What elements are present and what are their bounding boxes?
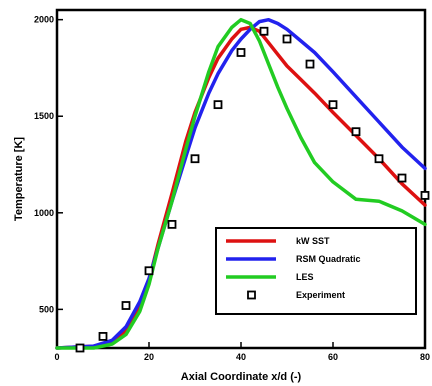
legend-swatch-experiment: [247, 290, 256, 300]
series-lines: [55, 17, 427, 350]
x-tick-label: 20: [144, 352, 154, 362]
experiment-point: [259, 26, 269, 36]
experiment-point: [144, 266, 154, 276]
experiment-point: [190, 154, 200, 164]
experiment-point: [374, 154, 384, 164]
experiment-point: [328, 100, 338, 110]
experiment-point: [121, 301, 131, 310]
experiment-point: [351, 127, 361, 137]
axis-ticks: [56, 18, 426, 348]
legend-label-les: LES: [296, 272, 314, 282]
experiment-point: [236, 48, 246, 57]
x-tick-label: 80: [420, 352, 430, 362]
experiment-point: [98, 332, 108, 341]
legend-label-experiment: Experiment: [296, 290, 345, 300]
experiment-markers: [75, 26, 430, 353]
y-tick-label: 2000: [34, 15, 54, 25]
tick-labels: 0 20 40 60 80 500 1000 1500 2000: [34, 15, 430, 362]
experiment-point: [305, 59, 315, 69]
x-tick-label: 60: [328, 352, 338, 362]
x-tick-label: 40: [236, 352, 246, 362]
y-tick-label: 1000: [34, 208, 54, 218]
legend-label-rsm-quadratic: RSM Quadratic: [296, 254, 361, 264]
x-axis-title: Axial Coordinate x/d (-): [181, 371, 302, 383]
x-tick-label: 0: [54, 352, 59, 362]
y-axis-title: Temperature [K]: [13, 137, 25, 221]
series-line-les: [55, 17, 427, 350]
experiment-point: [420, 191, 430, 200]
series-line-rsm-quadratic: [55, 17, 427, 350]
legend-label-kw-sst: kW SST: [296, 236, 330, 246]
experiment-point: [213, 100, 223, 110]
y-tick-label: 1500: [34, 111, 54, 121]
experiment-point: [397, 173, 407, 183]
experiment-point: [75, 343, 85, 353]
y-tick-label: 500: [39, 304, 54, 314]
experiment-point: [167, 219, 177, 229]
experiment-point: [282, 34, 292, 44]
legend: kW SST RSM Quadratic LES Experiment: [215, 227, 417, 315]
